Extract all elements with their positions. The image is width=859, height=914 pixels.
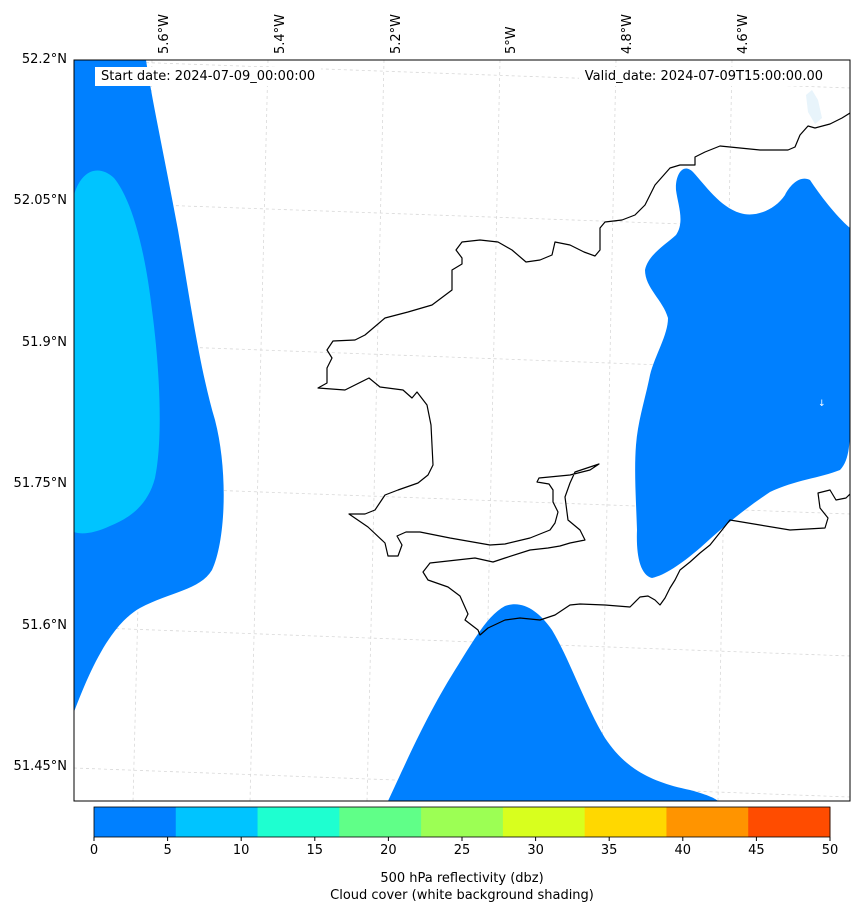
- colorbar-swatch-25-30: [502, 807, 586, 837]
- colorbar-tick-label-50: 50: [821, 843, 839, 858]
- lat-label-52.05n: 52.05°N: [13, 193, 67, 208]
- colorbar: [94, 807, 831, 837]
- colorbar-tick-label-40: 40: [674, 843, 692, 858]
- refl-speck-marker: ↓: [818, 399, 826, 409]
- colorbar-tick-label-20: 20: [380, 843, 397, 858]
- lat-label-51.75n: 51.75°N: [13, 476, 67, 491]
- colorbar-tick-label-45: 45: [748, 843, 765, 858]
- colorbar-label-line1: 500 hPa reflectivity (dbz): [380, 871, 544, 886]
- refl-area-south: [388, 604, 718, 801]
- coastline: [317, 112, 850, 636]
- lat-label-51.45n: 51.45°N: [13, 759, 67, 774]
- lon-label-5.6w: 5.6°W: [157, 13, 172, 54]
- colorbar-tick-label-10: 10: [232, 843, 250, 858]
- refl-area-east: [635, 168, 850, 578]
- colorbar-swatch-15-20: [339, 807, 422, 837]
- colorbar-tick-label-25: 25: [453, 843, 471, 858]
- lat-label-51.6n: 51.6°N: [21, 618, 67, 633]
- colorbar-tick-label-0: 0: [89, 843, 99, 858]
- colorbar-swatch-20-25: [421, 807, 504, 837]
- refl-speck-ne: [806, 90, 822, 124]
- start-date-label: Start date: 2024-07-09_00:00:00: [95, 67, 322, 86]
- colorbar-swatch-10-15: [257, 807, 340, 837]
- refl-area-west-core: [74, 170, 160, 534]
- coastline-main: [317, 112, 850, 636]
- lat-label-51.9n: 51.9°N: [21, 335, 67, 350]
- lat-label-52.2n: 52.2°N: [21, 52, 67, 67]
- colorbar-tick-label-15: 15: [306, 843, 324, 858]
- lon-label-5.4w: 5.4°W: [273, 13, 288, 54]
- lon-label-5w: 5°W: [504, 26, 519, 54]
- map-frame: [73, 59, 851, 802]
- lon-label-4.6w: 4.6°W: [736, 13, 751, 54]
- colorbar-swatch-35-40: [666, 807, 749, 837]
- valid-date-label: Valid_date: 2024-07-09T15:00:00.00: [578, 67, 829, 86]
- colorbar-swatch-40-45: [748, 807, 831, 837]
- colorbar-swatch-5-10: [175, 807, 259, 837]
- colorbar-swatch-0-5: [94, 807, 177, 837]
- colorbar-tick-label-35: 35: [600, 843, 618, 858]
- lon-label-4.8w: 4.8°W: [620, 13, 635, 54]
- colorbar-label-line2: Cloud cover (white background shading): [330, 888, 594, 903]
- map-area: ↓: [74, 60, 850, 801]
- colorbar-swatch-30-35: [584, 807, 667, 837]
- colorbar-tick-marks: [93, 837, 831, 841]
- lon-label-5.2w: 5.2°W: [389, 13, 404, 54]
- colorbar-tick-label-30: 30: [527, 843, 544, 858]
- colorbar-tick-label-5: 5: [163, 843, 172, 858]
